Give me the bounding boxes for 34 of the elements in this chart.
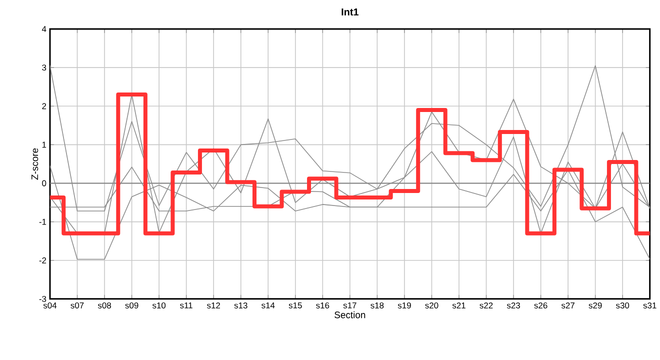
x-tick-label: s10: [152, 302, 166, 308]
x-tick-label: s09: [125, 302, 138, 308]
x-tick-label: s07: [70, 302, 84, 308]
x-tick-label: s18: [370, 302, 384, 308]
y-tick-label: 1: [42, 142, 46, 148]
x-tick-label: s15: [288, 302, 302, 308]
y-tick-label: -3: [39, 296, 46, 302]
x-tick-label: s08: [98, 302, 111, 308]
x-tick-label: s27: [561, 302, 574, 308]
x-tick-label: s12: [207, 302, 220, 308]
y-tick-label: 3: [42, 64, 46, 71]
x-tick-label: s29: [588, 302, 602, 308]
x-tick-label: s13: [234, 302, 248, 308]
x-tick-label: s14: [262, 302, 275, 308]
x-tick-label: s21: [452, 302, 466, 308]
x-tick-label: s26: [534, 302, 548, 308]
y-tick-label: 4: [42, 26, 46, 32]
x-tick-label: s20: [425, 302, 438, 308]
x-tick-label: s17: [343, 302, 356, 308]
x-tick-label: s22: [480, 302, 493, 308]
x-tick-label: s04: [43, 302, 57, 308]
x-tick-label: s31: [643, 302, 656, 308]
x-axis-title: Section: [334, 311, 366, 318]
y-axis-title: Z-score: [31, 148, 38, 180]
y-tick-label: 0: [42, 180, 46, 186]
chart-title: Int1: [342, 8, 359, 16]
y-tick-label: -1: [39, 218, 46, 225]
x-tick-label: s16: [316, 302, 330, 308]
x-tick-label: s19: [398, 302, 411, 308]
x-tick-label: s30: [616, 302, 630, 308]
y-tick-label: -2: [39, 257, 46, 264]
y-tick-label: 2: [42, 103, 46, 110]
x-tick-label: s23: [506, 302, 520, 308]
x-tick-label: s11: [180, 302, 192, 308]
